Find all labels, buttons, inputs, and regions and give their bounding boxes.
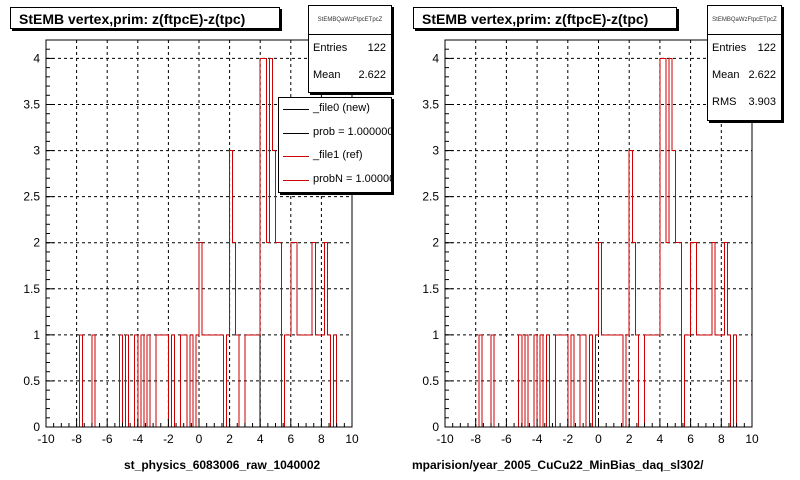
stats-value: 2.622: [748, 69, 776, 81]
x-tick-label: 10: [345, 432, 359, 446]
stats-row-entries: Entries 122: [309, 35, 391, 62]
y-tick-label: 2: [33, 236, 40, 250]
x-tick-label: 2: [626, 432, 633, 446]
legend-label: prob = 1.000000: [313, 125, 392, 138]
stats-row-mean: Mean 2.622: [309, 62, 391, 89]
y-tick-label: 0: [432, 420, 439, 434]
legend-entry: _file0 (new): [279, 98, 391, 122]
y-tick-label: 1: [33, 328, 40, 342]
legend-entry: _file1 (ref): [279, 145, 391, 169]
y-tick-label: 1.5: [422, 282, 439, 296]
legend-line-marker: [283, 132, 309, 134]
pad-1-legend: _file0 (new) prob = 1.000000 _file1 (ref…: [278, 97, 392, 193]
y-tick-label: 1: [432, 328, 439, 342]
legend-label: probN = 1.000000: [313, 172, 391, 185]
pad-2-title: StEMB vertex,prim: z(ftpcE)-z(tpc): [413, 7, 677, 29]
stats-label: Mean: [313, 69, 341, 81]
stats-value: 122: [757, 42, 776, 54]
x-tick-label: 8: [718, 432, 725, 446]
legend-entry: prob = 1.000000: [279, 122, 391, 146]
legend-entry: probN = 1.000000: [279, 169, 391, 193]
legend-line-marker: [283, 179, 309, 181]
x-tick-label: 0: [196, 432, 203, 446]
x-tick-label: -2: [163, 432, 174, 446]
stats-value: 3.903: [748, 96, 776, 108]
pad-2-stats-box: StEMBQaWzFtpcETpcZ Entries 122 Mean 2.62…: [707, 5, 782, 121]
x-tick-label: -8: [71, 432, 82, 446]
y-tick-label: 4: [432, 51, 439, 65]
stats-name: StEMBQaWzFtpcETpcZ: [309, 6, 391, 35]
y-tick-label: 0: [33, 420, 40, 434]
stats-value: 122: [367, 42, 386, 54]
x-tick-label: -10: [436, 432, 454, 446]
y-tick-label: 2: [432, 236, 439, 250]
x-tick-label: 0: [595, 432, 602, 446]
y-tick-label: 3.5: [422, 98, 439, 112]
y-tick-label: 0.5: [23, 374, 40, 388]
x-tick-label: 8: [318, 432, 325, 446]
stats-label: Entries: [712, 42, 747, 54]
stats-row-mean: Mean 2.622: [708, 62, 781, 89]
stats-label: RMS: [712, 96, 737, 108]
y-tick-label: 3: [33, 144, 40, 158]
y-tick-label: 1.5: [23, 282, 40, 296]
pad-1-stats-box: StEMBQaWzFtpcETpcZ Entries 122 Mean 2.62…: [308, 5, 392, 93]
x-tick-label: -6: [102, 432, 113, 446]
stats-row-entries: Entries 122: [708, 35, 781, 62]
y-tick-label: 0.5: [422, 374, 439, 388]
legend-line-marker: [283, 109, 309, 110]
pad-1-plot: -10 -8 -6 -4 -2 0 2 4 6 8 10 0 0.5 1 1.5 2 2.5 3 3.5 4: [23, 39, 359, 446]
x-tick-label: -8: [470, 432, 481, 446]
stats-label: Mean: [712, 69, 740, 81]
stats-row-rms: RMS 3.903: [708, 89, 781, 116]
x-tick-label: 6: [687, 432, 694, 446]
x-tick-label: 4: [657, 432, 664, 446]
x-tick-label: -10: [37, 432, 55, 446]
x-tick-label: 4: [257, 432, 264, 446]
stats-value: 2.622: [358, 69, 386, 81]
x-tick-label: -6: [501, 432, 512, 446]
legend-label: _file1 (ref): [313, 149, 363, 161]
x-tick-label: 2: [226, 432, 233, 446]
y-tick-label: 2.5: [23, 190, 40, 204]
y-tick-label: 4: [33, 51, 40, 65]
x-tick-label: 10: [745, 432, 759, 446]
x-tick-label: -4: [132, 432, 143, 446]
legend-line-marker: [283, 156, 309, 157]
y-tick-label: 3: [432, 144, 439, 158]
x-tick-label: 6: [287, 432, 294, 446]
legend-label: _file0 (new): [313, 102, 370, 114]
y-tick-label: 3.5: [23, 98, 40, 112]
stats-name: StEMBQaWzFtpcETpcZ: [708, 6, 781, 35]
x-tick-label: -2: [562, 432, 573, 446]
stats-label: Entries: [313, 42, 348, 54]
pad-1-title: StEMB vertex,prim: z(ftpcE)-z(tpc): [10, 7, 280, 29]
pad-1-footer: st_physics_6083006_raw_1040002: [124, 458, 321, 472]
x-tick-label: -4: [532, 432, 543, 446]
pad-2-footer: mparision/year_2005_CuCu22_MinBias_daq_s…: [412, 458, 704, 472]
pad-2-plot: -10 -8 -6 -4 -2 0 2 4 6 8 10 0 0.5 1 1.5 2 2.5 3 3.5 4: [422, 39, 759, 446]
y-tick-label: 2.5: [422, 190, 439, 204]
